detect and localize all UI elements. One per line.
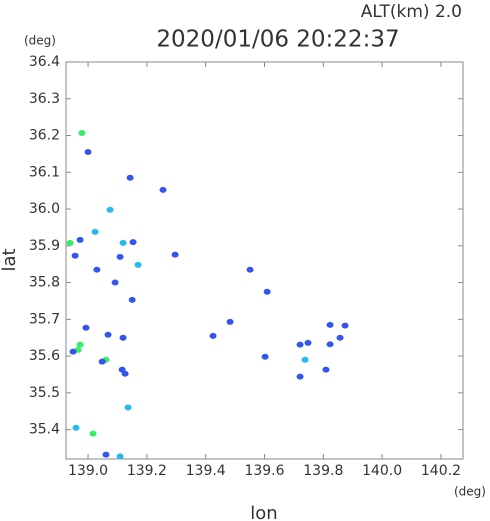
x-tick-label: 139.6 (244, 463, 284, 479)
y-unit: (deg) (24, 34, 56, 48)
echo-point (116, 253, 124, 260)
y-axis-label: lat (0, 248, 20, 271)
echo-point (326, 321, 334, 328)
echo-point (296, 341, 304, 348)
echo-point (326, 341, 334, 348)
echo-point (76, 236, 84, 243)
echo-point (89, 430, 97, 437)
x-axis-label: lon (250, 503, 277, 521)
echo-point (78, 129, 86, 136)
chart-title: 2020/01/06 20:22:37 (156, 27, 399, 53)
echo-point (304, 339, 312, 346)
echo-point (121, 370, 129, 377)
x-tick-label: 139.2 (127, 463, 167, 479)
echo-point (126, 174, 134, 181)
y-tick-label: 36.1 (29, 164, 60, 180)
echo-point (246, 266, 254, 273)
echo-point (171, 251, 179, 258)
echo-point (69, 348, 77, 355)
x-tick-label: 140.2 (421, 463, 461, 479)
echo-point (76, 341, 84, 348)
echo-point (159, 186, 167, 193)
y-tick-label: 35.4 (29, 422, 60, 438)
echo-point (91, 228, 99, 235)
echo-point (341, 322, 349, 329)
echo-point (226, 318, 234, 325)
echo-point (322, 366, 330, 373)
echo-point (82, 324, 90, 331)
echo-point (261, 353, 269, 360)
echo-point (124, 404, 132, 411)
echo-point (66, 239, 74, 246)
echo-point (104, 331, 112, 338)
echo-point (296, 373, 304, 380)
echo-point (301, 356, 309, 363)
y-tick-label: 35.5 (29, 385, 60, 401)
echo-point (71, 252, 79, 259)
y-tick-label: 36.0 (29, 201, 60, 217)
echo-point (84, 149, 92, 156)
x-tick-label: 139.8 (303, 463, 343, 479)
echo-point (336, 334, 344, 341)
y-tick-label: 35.9 (29, 238, 60, 254)
echo-point (263, 288, 271, 295)
echo-point (134, 261, 142, 268)
y-tick-label: 35.7 (29, 311, 60, 327)
plot-frame (65, 61, 464, 460)
echo-point (93, 266, 101, 273)
echo-point (116, 453, 124, 460)
y-tick-label: 35.6 (29, 348, 60, 364)
echo-point (119, 334, 127, 341)
x-tick-label: 139.0 (68, 463, 108, 479)
echo-point (98, 358, 106, 365)
x-unit: (deg) (454, 485, 486, 499)
echo-point (102, 451, 110, 458)
echo-point (106, 206, 114, 213)
x-tick-label: 139.4 (186, 463, 226, 479)
echo-point (119, 239, 127, 246)
x-tick-label: 140.0 (362, 463, 402, 479)
echo-point (209, 332, 217, 339)
y-tick-label: 35.8 (29, 275, 60, 291)
echo-point (129, 239, 137, 246)
y-tick-label: 36.2 (29, 128, 60, 144)
echo-point (128, 296, 136, 303)
y-tick-label: 36.3 (29, 91, 60, 107)
echo-point (111, 279, 119, 286)
y-tick-label: 36.4 (29, 54, 60, 70)
subtitle: ALT(km) 2.0 (361, 2, 462, 22)
echo-point (72, 424, 80, 431)
